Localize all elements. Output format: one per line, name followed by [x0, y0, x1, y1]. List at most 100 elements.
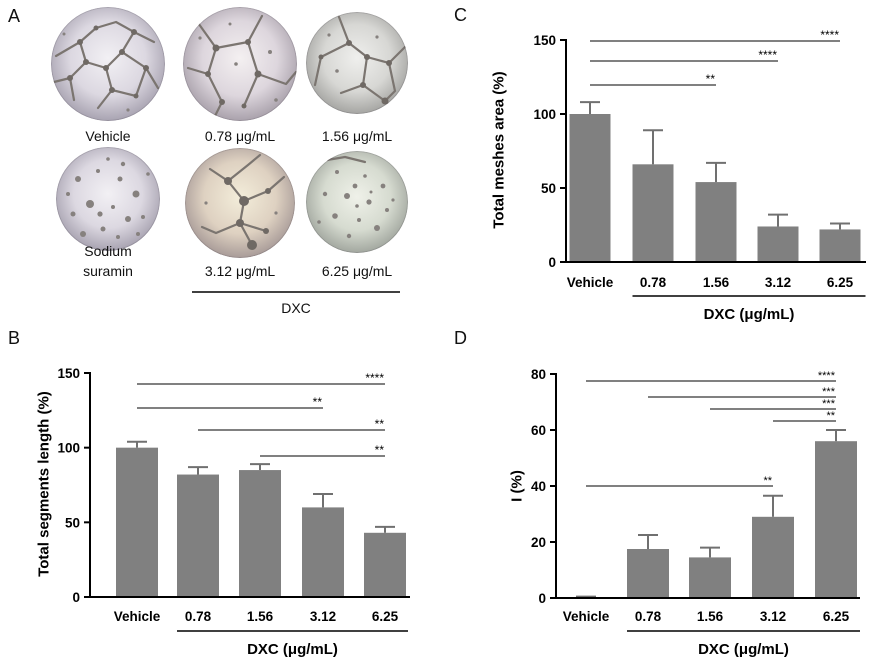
cell-cluster: [355, 204, 359, 208]
panel-letter-b: B: [8, 328, 20, 348]
x-tick-label-0-78: 0.78: [640, 275, 667, 290]
cell-cluster: [380, 183, 386, 189]
tube-junction: [239, 196, 249, 206]
y-tick-label: 20: [531, 535, 546, 550]
y-tick-label: 60: [531, 423, 546, 438]
cell-cluster: [62, 32, 66, 36]
significance-label: **: [375, 417, 385, 431]
well-edge: [183, 7, 297, 121]
tube-network: [325, 155, 367, 164]
bar-6-25: [819, 229, 861, 262]
y-tick-label: 150: [57, 366, 80, 381]
y-tick-label: 0: [538, 591, 546, 606]
cell-cluster: [141, 215, 145, 219]
tube-junction: [364, 54, 370, 60]
tube-junction: [360, 82, 366, 88]
micrograph-label-suramin: suramin: [83, 263, 133, 279]
cell-cluster: [125, 216, 131, 222]
chart-panel-b: B 0 50 100 150 Vehicle 0.78 1.56 3.12 6.25 DXC (μg…: [8, 328, 410, 658]
significance-label: ****: [758, 48, 777, 62]
micrograph-6-25: [306, 151, 408, 253]
bar-vehicle: [116, 447, 158, 597]
x-tick-label-vehicle: Vehicle: [563, 609, 610, 624]
well-edge: [306, 12, 408, 114]
cell-cluster: [346, 233, 352, 239]
significance-label: ****: [818, 370, 836, 382]
cell-cluster: [100, 226, 106, 232]
micrograph-sodium-suramin: [56, 147, 160, 251]
cell-cluster: [80, 231, 86, 237]
cell-cluster: [375, 35, 379, 39]
micrograph-label-sodium: Sodium: [84, 243, 131, 259]
cell-cluster: [327, 33, 331, 37]
cell-cluster: [369, 190, 373, 194]
well-edge: [56, 147, 160, 251]
x-tick-label-1-56: 1.56: [697, 609, 724, 624]
cell-cluster: [268, 50, 272, 54]
y-tick-label: 0: [72, 590, 80, 605]
cell-cluster: [117, 176, 123, 182]
significance-label: **: [763, 475, 772, 487]
charts-layer: B 0 50 100 150 Vehicle 0.78 1.56 3.12 6.25 DXC (μg…: [8, 5, 866, 658]
y-axis-title: Total meshes area (%): [491, 71, 508, 228]
chart-panel-d: D 0 20 40 60 80 Vehicle 0.78 1.56 3.12 6.25 DXC (μg…: [454, 328, 860, 658]
cell-cluster: [96, 169, 100, 173]
cell-cluster: [391, 198, 395, 202]
x-tick-label-vehicle: Vehicle: [114, 609, 161, 624]
y-axis-title: I (%): [509, 470, 526, 502]
x-tick-label-6-25: 6.25: [823, 609, 850, 624]
cell-cluster: [366, 199, 372, 205]
bar-1-56: [689, 557, 731, 598]
significance-label: **: [313, 395, 323, 409]
x-tick-label-1-56: 1.56: [247, 609, 274, 624]
bar-3-12: [302, 507, 344, 597]
x-tick-label-0-78: 0.78: [185, 609, 212, 624]
dxc-group-label: DXC: [281, 300, 311, 316]
cell-cluster: [374, 225, 380, 231]
micrograph-content: [51, 7, 165, 121]
x-tick-label-0-78: 0.78: [635, 609, 662, 624]
tube-junction: [93, 25, 99, 31]
significance-label: ***: [822, 398, 836, 410]
cell-cluster: [228, 22, 232, 26]
bar-0-78: [632, 164, 674, 262]
micrograph-label-3-12: 3.12 μg/mL: [205, 263, 276, 279]
well-background: [306, 151, 408, 253]
micrograph-label-vehicle: Vehicle: [85, 128, 130, 144]
y-axis-title: Total segments length (%): [36, 391, 53, 577]
cell-cluster: [317, 220, 321, 224]
well-background: [56, 147, 160, 251]
micrograph-content: [185, 148, 295, 258]
cell-cluster: [332, 213, 338, 219]
y-tick-label: 150: [533, 33, 556, 48]
micrograph-vehicle: [51, 7, 165, 121]
micrograph-label-6-25: 6.25 μg/mL: [322, 263, 393, 279]
tube-junction: [381, 97, 389, 105]
cell-cluster: [274, 98, 278, 102]
tube-junction: [119, 49, 125, 55]
tube-junction: [318, 54, 324, 60]
bar-3-12: [757, 226, 799, 262]
cell-cluster: [126, 108, 130, 112]
cell-cluster: [322, 191, 328, 197]
cell-cluster: [132, 190, 140, 198]
cell-cluster: [111, 205, 115, 209]
significance-label: ****: [820, 28, 839, 42]
tube-junction: [143, 65, 149, 71]
y-tick-label: 100: [533, 107, 556, 122]
y-tick-label: 50: [65, 515, 80, 530]
y-tick-label: 50: [541, 181, 556, 196]
tube-junction: [346, 40, 352, 46]
panel-letter-d: D: [454, 328, 467, 348]
micrograph-3-12: [185, 148, 295, 258]
cell-cluster: [146, 172, 150, 176]
well-edge: [51, 7, 165, 121]
significance-label: **: [826, 410, 835, 422]
x-group-label: DXC (μg/mL): [247, 641, 338, 658]
significance-label: **: [706, 72, 716, 86]
cell-cluster: [335, 69, 339, 73]
tube-junction: [131, 29, 137, 35]
cell-cluster: [66, 192, 70, 196]
tube-junction: [77, 39, 83, 45]
cell-cluster: [86, 200, 94, 208]
